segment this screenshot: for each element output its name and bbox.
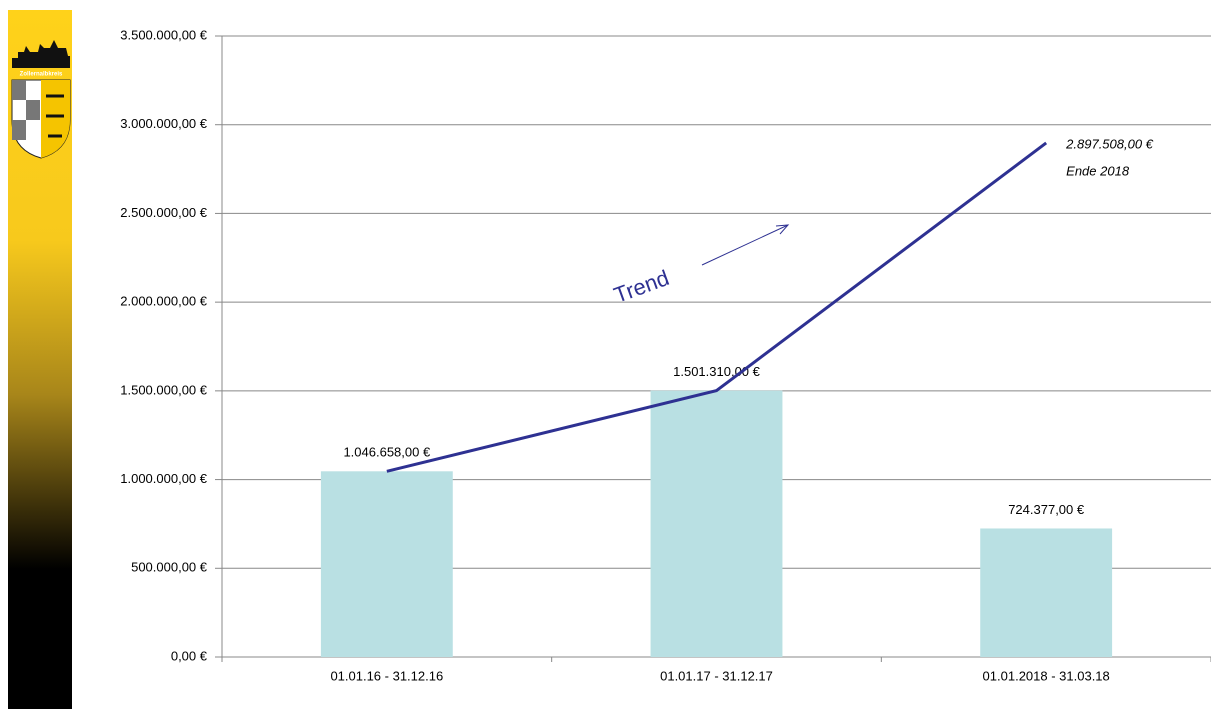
logo-text: Zollernalbkreis — [20, 72, 63, 78]
y-tick-label: 2.500.000,00 € — [120, 205, 208, 220]
bar — [650, 390, 783, 657]
x-tick-label: 01.01.16 - 31.12.16 — [330, 668, 443, 683]
x-tick-label: 01.01.17 - 31.12.17 — [660, 668, 773, 683]
value-label: 1.046.658,00 € — [343, 445, 431, 460]
value-label: 724.377,00 € — [1008, 502, 1085, 517]
bar — [980, 528, 1113, 657]
trend-end-note: Ende 2018 — [1066, 163, 1130, 178]
trend-line — [386, 141, 1048, 473]
y-tick-label: 2.000.000,00 € — [120, 294, 208, 309]
y-tick-label: 3.000.000,00 € — [120, 116, 208, 131]
y-tick-label: 0,00 € — [171, 648, 208, 663]
logo: Zollernalbkreis — [11, 40, 71, 159]
y-tick-label: 3.500.000,00 € — [120, 27, 208, 42]
x-tick-label: 01.01.2018 - 31.03.18 — [983, 668, 1110, 683]
bar — [320, 471, 453, 657]
y-tick-label: 500.000,00 € — [131, 560, 208, 575]
y-tick-label: 1.000.000,00 € — [120, 471, 208, 486]
trend-end-label: 2.897.508,00 € — [1065, 136, 1154, 151]
y-tick-label: 1.500.000,00 € — [120, 382, 208, 397]
trend-annotation: Trend — [611, 265, 673, 308]
trend-arrow — [701, 224, 790, 266]
